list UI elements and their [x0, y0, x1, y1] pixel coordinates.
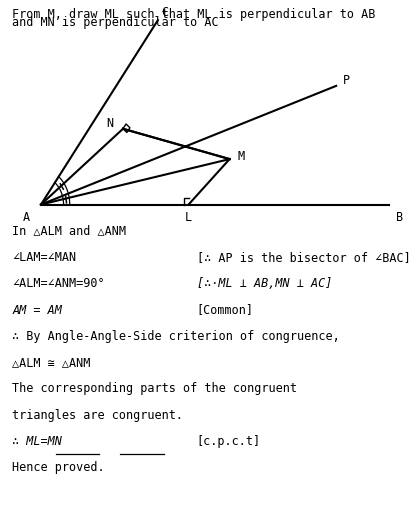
Text: triangles are congruent.: triangles are congruent. [12, 409, 183, 422]
Text: The corresponding parts of the congruent: The corresponding parts of the congruent [12, 382, 297, 395]
Text: A: A [23, 211, 30, 224]
Text: C: C [161, 6, 169, 19]
Text: From M, draw ML such that ML is perpendicular to AB: From M, draw ML such that ML is perpendi… [12, 8, 375, 21]
Text: N: N [106, 117, 113, 130]
Text: [∴ AP is the bisector of ∠BAC]: [∴ AP is the bisector of ∠BAC] [196, 251, 409, 264]
Text: Hence proved.: Hence proved. [12, 461, 105, 474]
Text: B: B [395, 211, 402, 224]
Text: [Common]: [Common] [196, 304, 253, 317]
Text: L: L [184, 211, 192, 224]
Text: ∴ By Angle-Angle-Side criterion of congruence,: ∴ By Angle-Angle-Side criterion of congr… [12, 330, 339, 343]
Text: ∴ ML=MN: ∴ ML=MN [12, 435, 62, 448]
Text: ∠ALM=∠ANM=90°: ∠ALM=∠ANM=90° [12, 277, 105, 290]
Text: and MN is perpendicular to AC: and MN is perpendicular to AC [12, 16, 218, 29]
Text: ∠LAM=∠MAN: ∠LAM=∠MAN [12, 251, 76, 264]
Text: P: P [342, 74, 349, 87]
Text: △ALM ≅ △ANM: △ALM ≅ △ANM [12, 356, 90, 369]
Text: [c.p.c.t]: [c.p.c.t] [196, 435, 260, 448]
Text: In △ALM and △ANM: In △ALM and △ANM [12, 225, 126, 238]
Text: [∴·ML ⊥ AB,MN ⊥ AC]: [∴·ML ⊥ AB,MN ⊥ AC] [196, 277, 331, 290]
Text: M: M [237, 150, 244, 163]
Text: AM = AM: AM = AM [12, 304, 62, 317]
